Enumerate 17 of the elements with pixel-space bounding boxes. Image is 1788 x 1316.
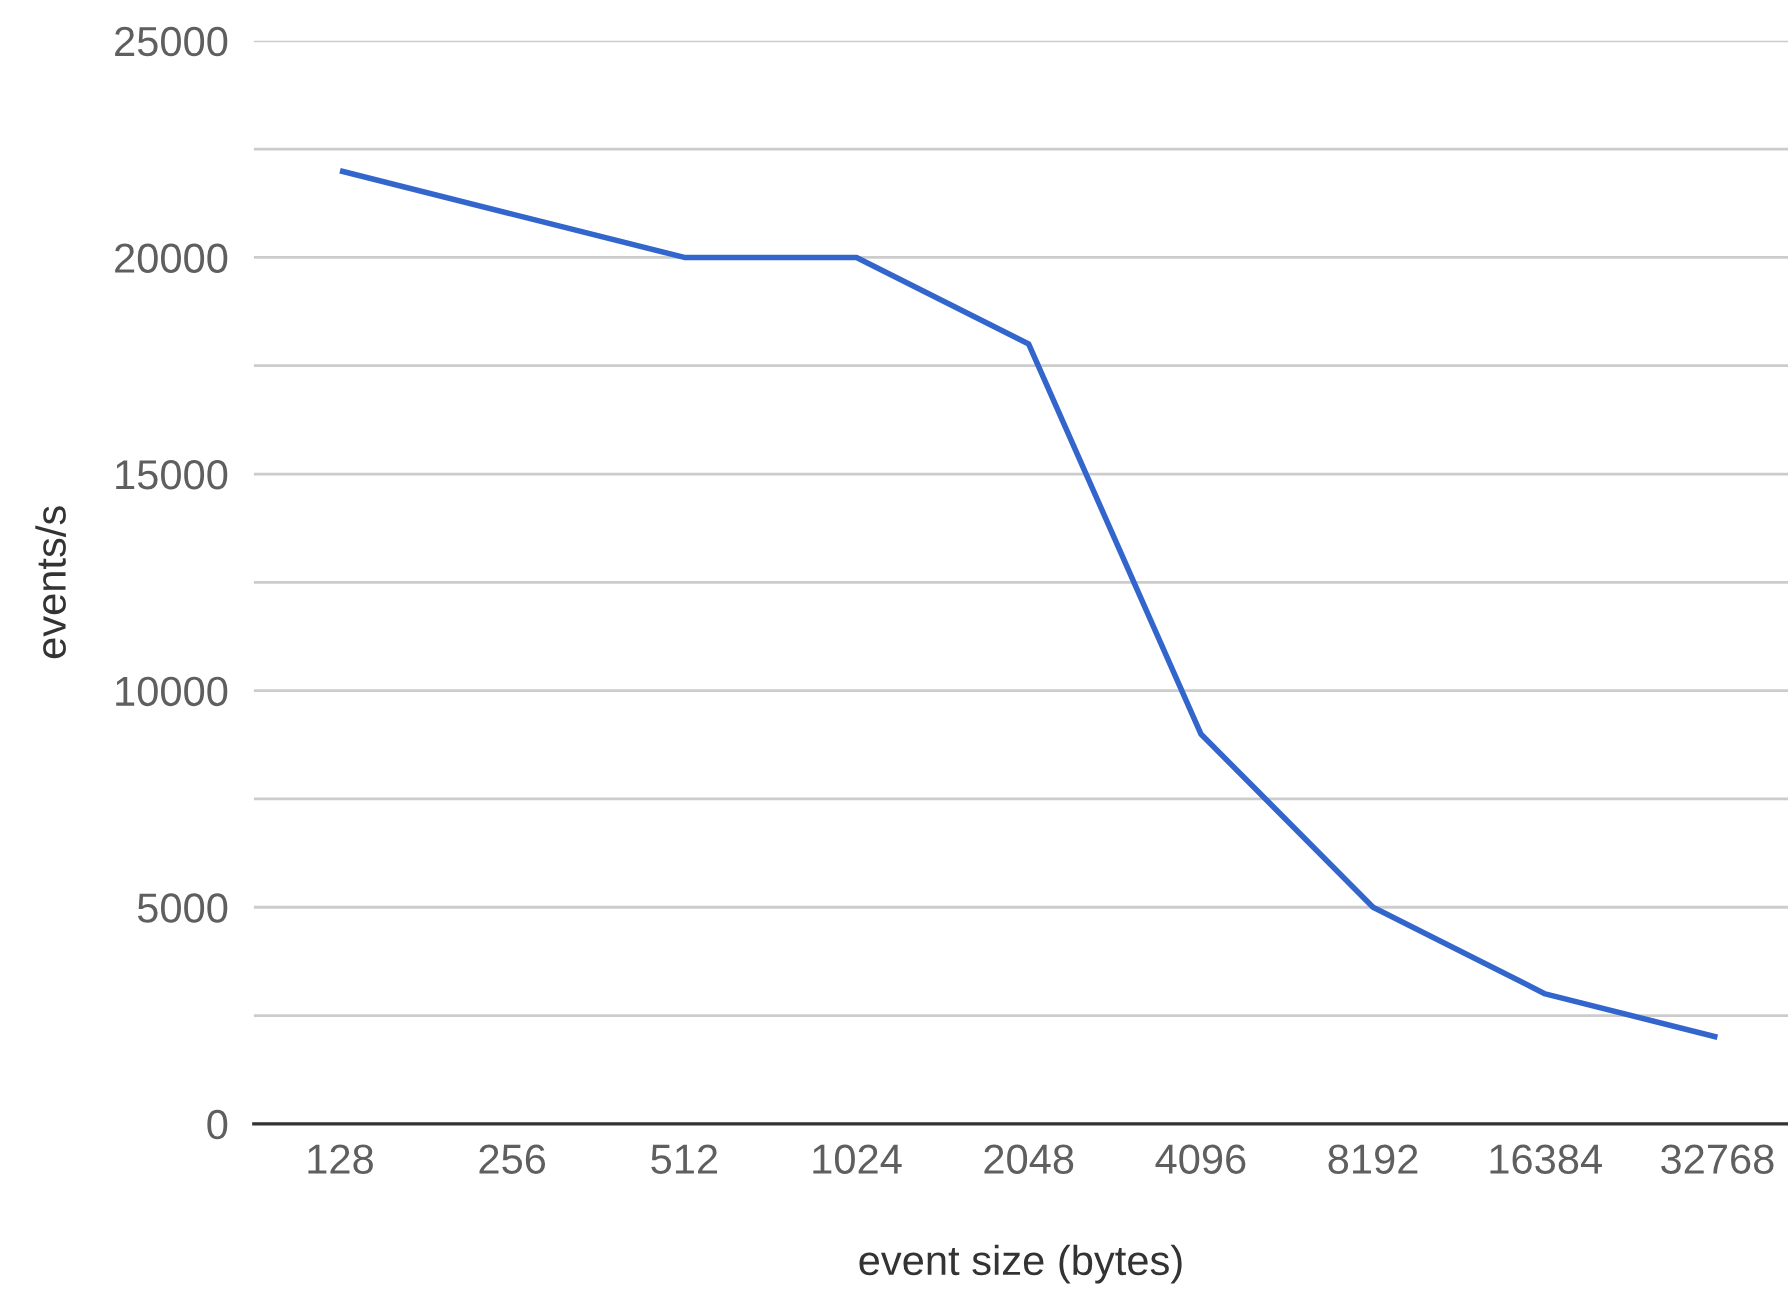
x-tick-label: 256: [479, 1144, 546, 1174]
y-axis-title: events/s: [35, 506, 66, 659]
y-tick-label: 25000: [115, 26, 228, 57]
x-tick-label: 1024: [813, 1144, 902, 1174]
y-tick-label: 0: [207, 1109, 228, 1140]
x-tick-label: 128: [308, 1144, 373, 1174]
x-tick-label: 2048: [984, 1144, 1074, 1174]
x-tick-label: 4096: [1155, 1144, 1246, 1174]
y-tick-label: 20000: [115, 243, 228, 273]
x-tick-label: 16384: [1490, 1144, 1602, 1174]
x-tick-label: 32768: [1661, 1144, 1774, 1174]
x-tick-label: 512: [651, 1144, 718, 1174]
x-axis-title: event size (bytes): [859, 1244, 1182, 1284]
x-tick-label: 8192: [1328, 1144, 1418, 1174]
y-tick-label: 10000: [116, 676, 228, 707]
y-tick-label: 5000: [137, 893, 228, 923]
y-tick-label: 15000: [116, 460, 228, 490]
